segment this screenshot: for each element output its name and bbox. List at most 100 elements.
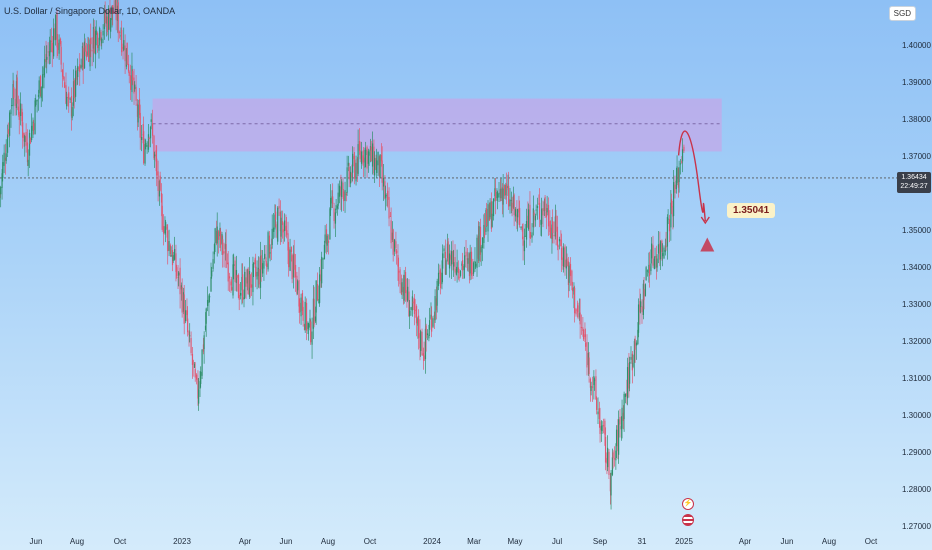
candle-body (389, 215, 392, 217)
candle-body (201, 349, 203, 376)
candle-body (461, 260, 464, 271)
candle-body (109, 8, 111, 30)
us-flag-icon[interactable] (682, 514, 694, 526)
candle-body (6, 134, 9, 153)
candle-body (521, 226, 523, 232)
candle-body (380, 154, 383, 162)
candle-body (640, 301, 642, 308)
projection-target-label: 1.35041 (727, 203, 776, 218)
candle-body (177, 276, 179, 278)
candle-body (217, 231, 220, 240)
candle-body (236, 275, 238, 278)
candle-body (121, 29, 123, 53)
candle-body (14, 98, 16, 107)
candle-body (637, 304, 640, 333)
candle-body (99, 27, 101, 41)
candle-body (527, 215, 529, 228)
candle-body (183, 294, 185, 324)
candle-body (354, 159, 356, 179)
candle-body (18, 111, 20, 120)
candle-body (241, 276, 243, 291)
candle-body (297, 281, 299, 291)
candle-body (546, 208, 548, 213)
candle-body (282, 229, 284, 233)
candle-body (535, 209, 537, 211)
candle-body (376, 160, 378, 173)
candle-body (318, 299, 320, 304)
candle-body (500, 188, 502, 199)
candle-body (213, 244, 216, 255)
candle-body (209, 296, 211, 298)
candle-body (214, 228, 216, 243)
candle-body (92, 26, 95, 49)
candle-body (424, 328, 427, 360)
candle-body (181, 286, 183, 313)
candle-body (287, 233, 289, 251)
candle-body (296, 275, 298, 294)
candle-body (628, 362, 630, 389)
candle-body (327, 240, 330, 243)
candle-body (184, 310, 187, 322)
candle-body (456, 262, 458, 273)
candle-body (35, 100, 37, 106)
candle-body (239, 293, 242, 296)
candle-body (503, 185, 506, 196)
candle-body (348, 166, 350, 180)
candle-body (309, 318, 311, 328)
candle-body (2, 162, 4, 178)
candle-body (642, 283, 644, 315)
candle-body (132, 71, 134, 81)
candle-body (523, 240, 526, 252)
candle-body (675, 180, 677, 190)
x-tick-label: Oct (864, 537, 878, 546)
candle-body (414, 309, 416, 311)
candle-body (508, 185, 510, 207)
candle-body (47, 51, 49, 53)
candle-body (443, 248, 445, 252)
candle-body (635, 342, 638, 346)
resistance-zone[interactable] (152, 98, 722, 152)
candle-body (293, 253, 295, 270)
candle-body (274, 214, 276, 230)
candle-body (476, 237, 478, 268)
candle-body (230, 281, 232, 286)
candle-body (250, 284, 253, 288)
candle-body (659, 241, 662, 260)
candle-body (557, 245, 559, 247)
candle-body (549, 227, 552, 238)
candle-body (571, 287, 574, 292)
candle-body (153, 135, 155, 158)
candle-body (554, 216, 556, 237)
candle-body (652, 245, 654, 266)
candle-body (234, 260, 236, 283)
candle-body (396, 250, 398, 254)
candle-body (165, 221, 167, 230)
candle-body (487, 203, 489, 232)
candle-body (587, 352, 589, 366)
candle-body (566, 258, 568, 266)
x-tick-label: Sep (592, 537, 608, 546)
candle-body (308, 323, 310, 328)
candle-body (373, 146, 375, 174)
candle-body (154, 154, 156, 157)
candle-body (509, 199, 511, 207)
candle-body (272, 227, 275, 232)
lightning-icon[interactable]: ⚡ (682, 498, 694, 510)
candle-body (444, 251, 447, 275)
candle-body (595, 376, 597, 400)
candle-body (356, 158, 359, 174)
candle-body (576, 309, 578, 311)
candle-body (408, 291, 410, 317)
candle-body (307, 322, 309, 329)
candle-body (28, 132, 31, 156)
candle-body (103, 10, 106, 29)
candle-body (421, 331, 423, 355)
candle-body (202, 344, 205, 352)
currency-button[interactable]: SGD (888, 6, 916, 21)
candle-body (211, 270, 213, 277)
candle-body (677, 168, 680, 188)
candle-body (580, 327, 583, 329)
candle-body (388, 196, 390, 219)
candle-body (387, 190, 389, 200)
